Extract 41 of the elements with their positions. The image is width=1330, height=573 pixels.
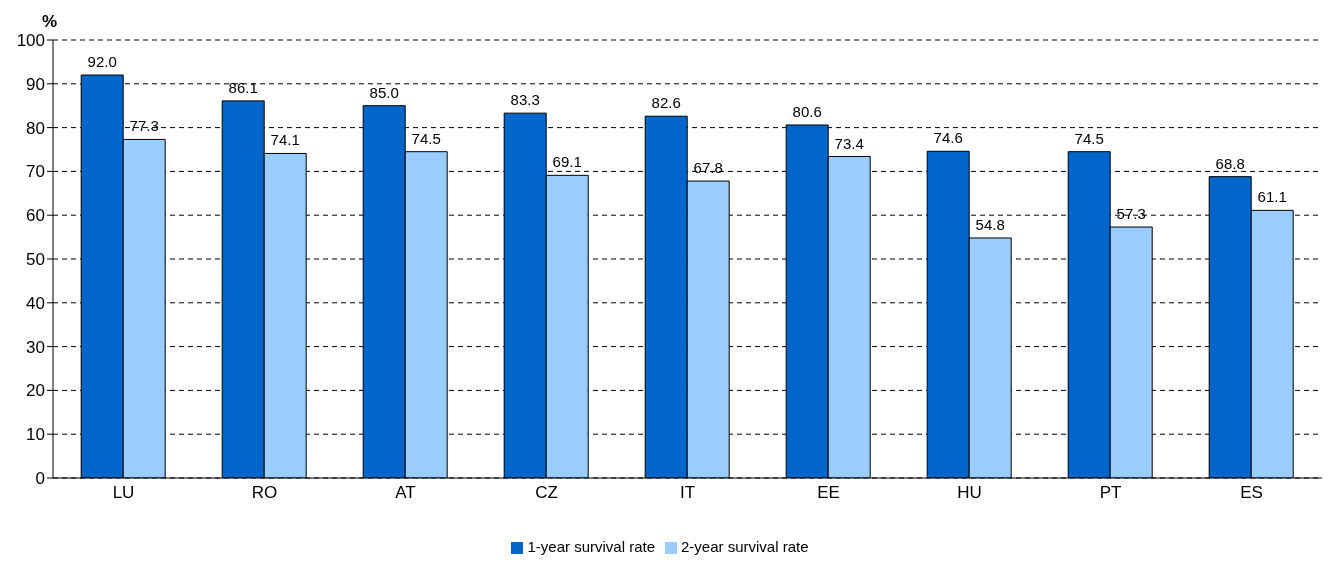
x-tick-label: EE xyxy=(817,483,840,503)
x-tick-label: CZ xyxy=(535,483,558,503)
x-tick-label: IT xyxy=(679,483,696,503)
y-tick-label: 90 xyxy=(26,74,45,94)
x-tick-label: RO xyxy=(251,483,278,503)
y-tick-label: 80 xyxy=(26,118,45,138)
y-axis-title: % xyxy=(42,12,58,32)
data-label: 83.3 xyxy=(510,91,540,109)
y-tick-label: 0 xyxy=(35,469,45,489)
x-tick-label: PT xyxy=(1099,483,1122,503)
data-label: 74.1 xyxy=(270,131,300,149)
x-tick-label: HU xyxy=(957,483,982,503)
x-tick-label: AT xyxy=(395,483,416,503)
legend-label: 2-year survival rate xyxy=(681,538,809,555)
data-label: 68.8 xyxy=(1215,154,1245,172)
data-label: 69.1 xyxy=(552,153,582,171)
data-label: 67.8 xyxy=(693,159,723,177)
data-label: 73.4 xyxy=(834,134,864,152)
data-label: 54.8 xyxy=(975,215,1005,233)
data-label: 74.5 xyxy=(1074,129,1104,147)
y-tick-label: 10 xyxy=(26,425,45,445)
data-label: 86.1 xyxy=(228,78,258,96)
y-tick-label: 70 xyxy=(26,162,45,182)
y-tick-label: 30 xyxy=(26,337,45,357)
x-tick-label: ES xyxy=(1240,483,1263,503)
data-label: 85.0 xyxy=(369,83,399,101)
data-label: 82.6 xyxy=(651,94,681,112)
data-label: 77.3 xyxy=(129,117,159,135)
y-tick-label: 40 xyxy=(26,293,45,313)
y-tick-label: 100 xyxy=(16,31,45,51)
y-tick-label: 60 xyxy=(26,206,45,226)
data-label: 61.1 xyxy=(1257,188,1287,206)
data-label: 74.5 xyxy=(411,129,441,147)
y-tick-label: 50 xyxy=(26,250,45,270)
y-tick-label: 20 xyxy=(26,381,45,401)
x-tick-label: LU xyxy=(112,483,135,503)
legend-label: 1-year survival rate xyxy=(527,538,655,555)
data-label: 57.3 xyxy=(1116,205,1146,223)
data-label: 80.6 xyxy=(792,102,822,120)
data-label: 92.0 xyxy=(87,53,117,71)
data-label: 74.6 xyxy=(933,129,963,147)
